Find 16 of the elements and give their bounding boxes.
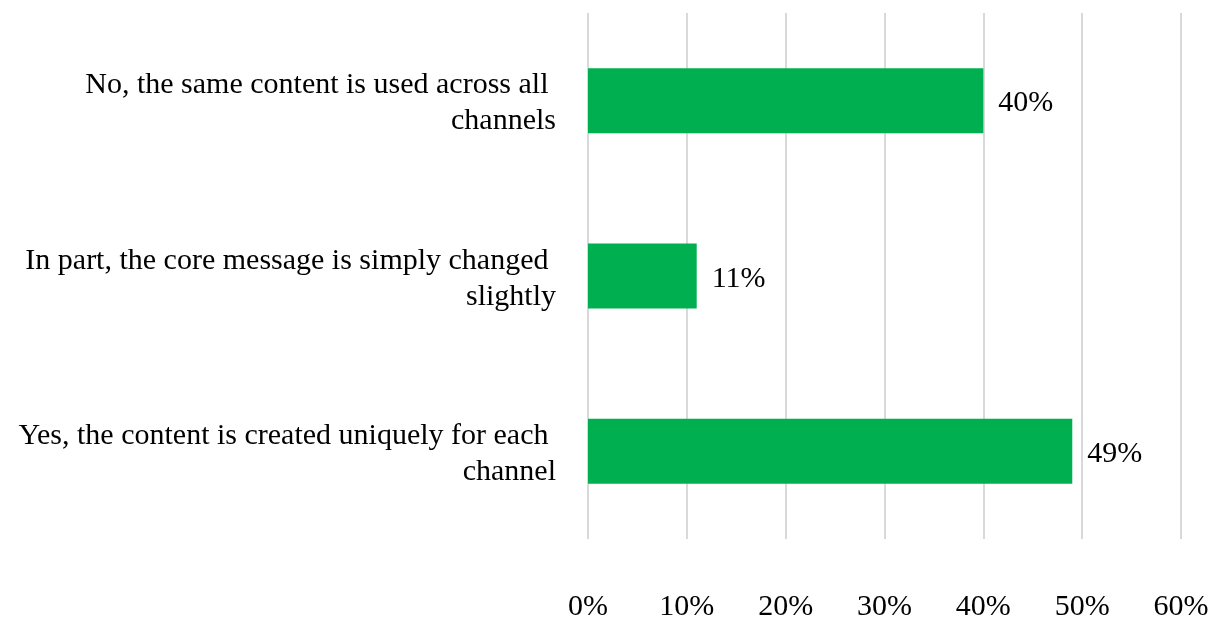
y-tick-label: Yes, the content is created uniquely for each channel: [18, 416, 556, 486]
bar: [588, 418, 1073, 484]
x-tick-label: 20%: [758, 587, 814, 621]
x-tick-label: 0%: [568, 587, 608, 621]
data-label: 49%: [1087, 434, 1143, 468]
bar: [588, 243, 697, 309]
y-tick-label: No, the same content is used across all channels: [85, 66, 556, 136]
x-tick-label: 60%: [1153, 587, 1209, 621]
x-tick-label: 50%: [1054, 587, 1110, 621]
x-tick-label: 10%: [659, 587, 715, 621]
bar: [588, 68, 984, 134]
data-label: 11%: [711, 259, 766, 293]
x-tick-label: 40%: [955, 587, 1011, 621]
data-label: 40%: [998, 84, 1054, 118]
y-tick-label: In part, the core message is simply changed slightly: [25, 241, 556, 311]
x-tick-label: 30%: [857, 587, 912, 621]
